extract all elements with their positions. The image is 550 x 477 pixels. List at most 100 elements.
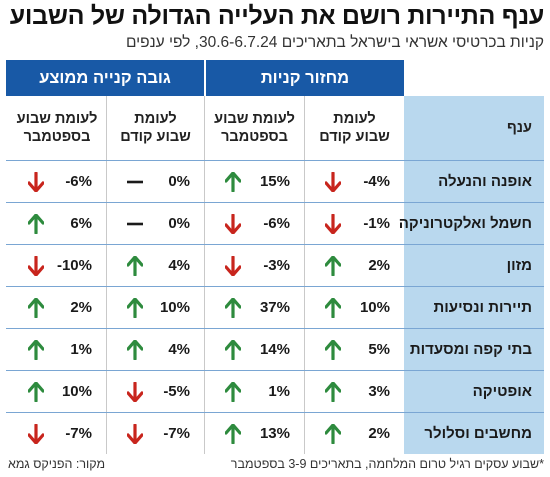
arrow-down-icon xyxy=(125,381,145,403)
arrow-up-icon xyxy=(223,423,243,445)
page-title: ענף התיירות רושם את העלייה הגדולה של השב… xyxy=(9,2,545,30)
cell-value: 2% xyxy=(368,425,390,442)
group-header-average: גובה קנייה ממוצע xyxy=(6,60,204,96)
cell-turnover-prev: 10% xyxy=(304,287,404,328)
group-header-row: מחזור קניות גובה קנייה ממוצע xyxy=(6,60,544,96)
data-table: מחזור קניות גובה קנייה ממוצע ענף לעומת ש… xyxy=(6,60,544,454)
cell-turnover-sept: -3% xyxy=(204,245,304,286)
row-branch-label: אופנה והנעלה xyxy=(404,161,544,202)
cell-turnover-prev: 3% xyxy=(304,371,404,412)
table-row: בתי קפה ומסעדות 5% 14% 4% 1% xyxy=(6,329,544,371)
column-header-average-prev: לעומת שבוע קודם xyxy=(106,96,204,160)
cell-turnover-prev: 5% xyxy=(304,329,404,370)
table-row: תיירות ונסיעות 10% 37% 10% 2% xyxy=(6,287,544,329)
column-header-branch: ענף xyxy=(404,96,544,160)
cell-value: 13% xyxy=(259,425,290,442)
arrow-down-icon xyxy=(323,171,343,193)
cell-value: 10% xyxy=(359,299,390,316)
cell-average-sept: 2% xyxy=(8,287,106,328)
row-branch-label: מזון xyxy=(404,245,544,286)
cell-value: 0% xyxy=(168,215,190,232)
cell-value: 2% xyxy=(70,299,92,316)
cell-value: -5% xyxy=(163,383,190,400)
cell-value: 0% xyxy=(168,173,190,190)
cell-average-prev: -7% xyxy=(106,413,204,454)
corner-blank xyxy=(404,60,544,96)
source-credit: מקור: הפניקס גמא xyxy=(8,457,106,471)
page-subtitle: קניות בכרטיסי אשראי בישראל בתאריכים 30.6… xyxy=(125,34,544,51)
arrow-up-icon xyxy=(323,255,343,277)
arrow-down-icon xyxy=(26,423,46,445)
column-header-row: ענף לעומת שבוע קודם לעומת שבוע בספטמבר ל… xyxy=(6,96,544,161)
row-branch-label: חשמל ואלקטרוניקה xyxy=(399,203,544,244)
cell-average-prev: -5% xyxy=(106,371,204,412)
arrow-up-icon xyxy=(26,339,46,361)
cell-average-prev: 4% xyxy=(106,329,204,370)
arrow-down-icon xyxy=(26,255,46,277)
cell-value: 4% xyxy=(168,257,190,274)
cell-value: 4% xyxy=(168,341,190,358)
cell-value: -7% xyxy=(65,425,92,442)
cell-value: -1% xyxy=(363,215,390,232)
arrow-up-icon xyxy=(26,213,46,235)
cell-value: -10% xyxy=(56,257,92,274)
arrow-up-icon xyxy=(125,297,145,319)
cell-average-sept: 1% xyxy=(8,329,106,370)
cell-turnover-sept: 13% xyxy=(204,413,304,454)
cell-average-sept: -10% xyxy=(8,245,106,286)
arrow-up-icon xyxy=(125,255,145,277)
cell-value: 2% xyxy=(368,257,390,274)
cell-value: -7% xyxy=(163,425,190,442)
cell-turnover-sept: 15% xyxy=(204,161,304,202)
row-branch-label: מחשבים וסלולר xyxy=(404,413,544,454)
arrow-down-icon xyxy=(323,213,343,235)
cell-value: 37% xyxy=(259,299,290,316)
table-row: מחשבים וסלולר 2% 13% -7% -7% xyxy=(6,413,544,454)
cell-turnover-sept: 14% xyxy=(204,329,304,370)
row-branch-label: בתי קפה ומסעדות xyxy=(404,329,544,370)
cell-value: 3% xyxy=(368,383,390,400)
arrow-up-icon xyxy=(26,297,46,319)
arrow-up-icon xyxy=(223,297,243,319)
cell-value: 1% xyxy=(70,341,92,358)
table-row: חשמל ואלקטרוניקה -1% -6% 0% 6% xyxy=(6,203,544,245)
table-row: אופנה והנעלה -4% 15% 0% -6% xyxy=(6,161,544,203)
arrow-down-icon xyxy=(26,171,46,193)
dash-icon xyxy=(125,171,145,193)
cell-value: 14% xyxy=(259,341,290,358)
table-row: מזון 2% -3% 4% -10% xyxy=(6,245,544,287)
cell-average-sept: -6% xyxy=(8,161,106,202)
arrow-up-icon xyxy=(323,381,343,403)
arrow-up-icon xyxy=(223,339,243,361)
cell-value: 10% xyxy=(61,383,92,400)
cell-value: 15% xyxy=(259,173,290,190)
arrow-up-icon xyxy=(223,381,243,403)
cell-average-sept: 6% xyxy=(8,203,106,244)
cell-value: -4% xyxy=(363,173,390,190)
arrow-up-icon xyxy=(125,339,145,361)
cell-turnover-sept: -6% xyxy=(204,203,304,244)
arrow-up-icon xyxy=(223,171,243,193)
cell-average-prev: 10% xyxy=(106,287,204,328)
table-row: אופטיקה 3% 1% -5% 10% xyxy=(6,371,544,413)
cell-value: -6% xyxy=(65,173,92,190)
dash-icon xyxy=(125,213,145,235)
cell-value: -3% xyxy=(263,257,290,274)
arrow-down-icon xyxy=(223,213,243,235)
group-header-turnover: מחזור קניות xyxy=(204,60,404,96)
row-branch-label: תיירות ונסיעות xyxy=(404,287,544,328)
table-body: אופנה והנעלה -4% 15% 0% -6% חשמל ואלקטרוניקה -… xyxy=(6,161,544,454)
footnote: *שבוע עסקים רגיל טרום המלחמה, בתאריכים 3… xyxy=(230,457,544,471)
arrow-up-icon xyxy=(323,423,343,445)
cell-turnover-sept: 1% xyxy=(204,371,304,412)
cell-average-prev: 4% xyxy=(106,245,204,286)
row-branch-label: אופטיקה xyxy=(404,371,544,412)
arrow-up-icon xyxy=(26,381,46,403)
cell-turnover-prev: 2% xyxy=(304,245,404,286)
column-header-average-sept: לעומת שבוע בספטמבר xyxy=(16,111,98,145)
column-header-turnover-prev: לעומת שבוע קודם xyxy=(304,96,404,160)
cell-turnover-prev: -4% xyxy=(304,161,404,202)
cell-value: -6% xyxy=(263,215,290,232)
cell-turnover-prev: -1% xyxy=(304,203,404,244)
cell-average-prev: 0% xyxy=(106,203,204,244)
